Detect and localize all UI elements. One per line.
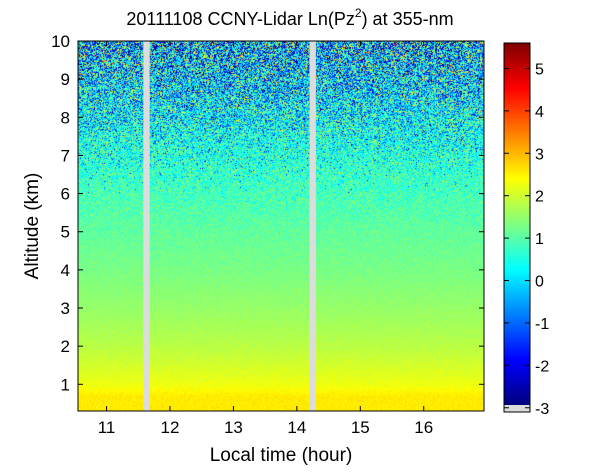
plot-area bbox=[77, 40, 485, 412]
colorbar-tick-label: 3 bbox=[535, 146, 544, 163]
heatmap-canvas bbox=[78, 41, 484, 411]
y-tick-label: 1 bbox=[61, 375, 70, 394]
x-axis: 11 12 13 14 15 16 bbox=[98, 41, 433, 437]
data-gap-band bbox=[309, 41, 316, 411]
y-tick-label: 2 bbox=[61, 337, 70, 356]
y-tick-label: 5 bbox=[61, 223, 70, 242]
colorbar-tick-label: -3 bbox=[535, 401, 549, 418]
y-tick-label: 9 bbox=[61, 70, 70, 89]
x-tick-label: 12 bbox=[161, 418, 180, 437]
colorbar-tick-label: 0 bbox=[535, 274, 544, 291]
plot-frame bbox=[77, 40, 485, 412]
x-tick-label: 13 bbox=[224, 418, 243, 437]
data-gap-band bbox=[143, 41, 150, 411]
colorbar-tick-label: 2 bbox=[535, 189, 544, 206]
colorbar-gradient bbox=[504, 43, 530, 405]
chart-title-tail: ) at 355-nm bbox=[362, 9, 454, 29]
colorbar-frame bbox=[503, 42, 531, 413]
colorbar-tick-label: -1 bbox=[535, 316, 549, 333]
colorbar-ticks: -3 -2 -1 0 1 2 3 4 5 bbox=[504, 61, 549, 418]
y-tick-label: 6 bbox=[61, 185, 70, 204]
y-tick-label: 10 bbox=[51, 32, 70, 51]
y-tick-label: 3 bbox=[61, 299, 70, 318]
y-tick-label: 8 bbox=[61, 108, 70, 127]
x-tick-label: 11 bbox=[98, 418, 116, 437]
chart-title-main: 20111108 CCNY-Lidar Ln(Pz bbox=[126, 9, 354, 29]
y-tick-label: 7 bbox=[61, 146, 70, 165]
x-tick-label: 14 bbox=[287, 418, 306, 437]
colorbar-tick-label: 1 bbox=[535, 231, 544, 248]
chart-title-superscript: 2 bbox=[355, 6, 362, 20]
colorbar-tick-label: -2 bbox=[535, 358, 549, 375]
colorbar-missing-swatch bbox=[504, 405, 530, 412]
data-gaps bbox=[143, 41, 316, 411]
x-tick-label: 15 bbox=[351, 418, 370, 437]
heatmap-canvas-holder bbox=[78, 41, 484, 411]
x-tick-label: 16 bbox=[414, 418, 433, 437]
y-axis-label: Altitude (km) bbox=[22, 173, 43, 280]
colorbar: -3 -2 -1 0 1 2 3 4 5 bbox=[503, 42, 549, 418]
x-axis-label: Local time (hour) bbox=[210, 445, 353, 466]
colorbar-tick-label: 4 bbox=[535, 104, 544, 121]
colorbar-tick-label: 5 bbox=[535, 61, 544, 78]
y-axis: 1 2 3 4 5 6 7 8 9 10 bbox=[51, 32, 484, 394]
y-tick-label: 4 bbox=[61, 261, 70, 280]
chart-title: 20111108 CCNY-Lidar Ln(Pz2) at 355-nm bbox=[126, 6, 453, 29]
